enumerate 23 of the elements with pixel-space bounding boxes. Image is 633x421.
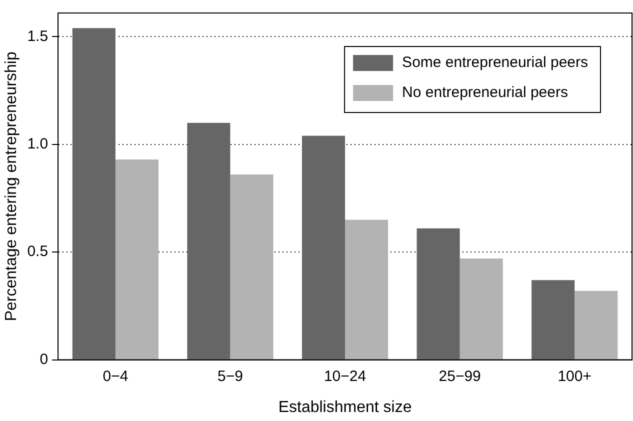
x-tick-label: 0−4: [102, 368, 128, 385]
x-tick-label: 100+: [558, 368, 592, 385]
legend-label: Some entrepreneurial peers: [402, 54, 588, 72]
y-tick-label: 0.5: [27, 243, 48, 260]
x-tick-label: 5−9: [218, 368, 243, 385]
y-tick-label: 1.5: [27, 28, 48, 45]
x-axis-title: Establishment size: [278, 398, 412, 416]
y-tick-label: 0: [40, 350, 48, 368]
bar: [230, 174, 274, 360]
bar: [115, 159, 158, 360]
bar: [345, 220, 388, 360]
bar: [72, 28, 116, 360]
legend-label: No entrepreneurial peers: [402, 84, 568, 102]
bar: [187, 122, 230, 360]
x-tick-label: 10−24: [324, 368, 366, 385]
bar: [460, 258, 503, 360]
bar: [532, 280, 575, 360]
y-tick-label: 1.0: [27, 136, 48, 153]
x-tick-label: 25−99: [438, 368, 481, 385]
bar: [302, 136, 346, 360]
bar: [416, 228, 460, 360]
y-axis-title: Percentage entering entrepreneurship: [3, 52, 20, 322]
bar: [574, 290, 618, 360]
